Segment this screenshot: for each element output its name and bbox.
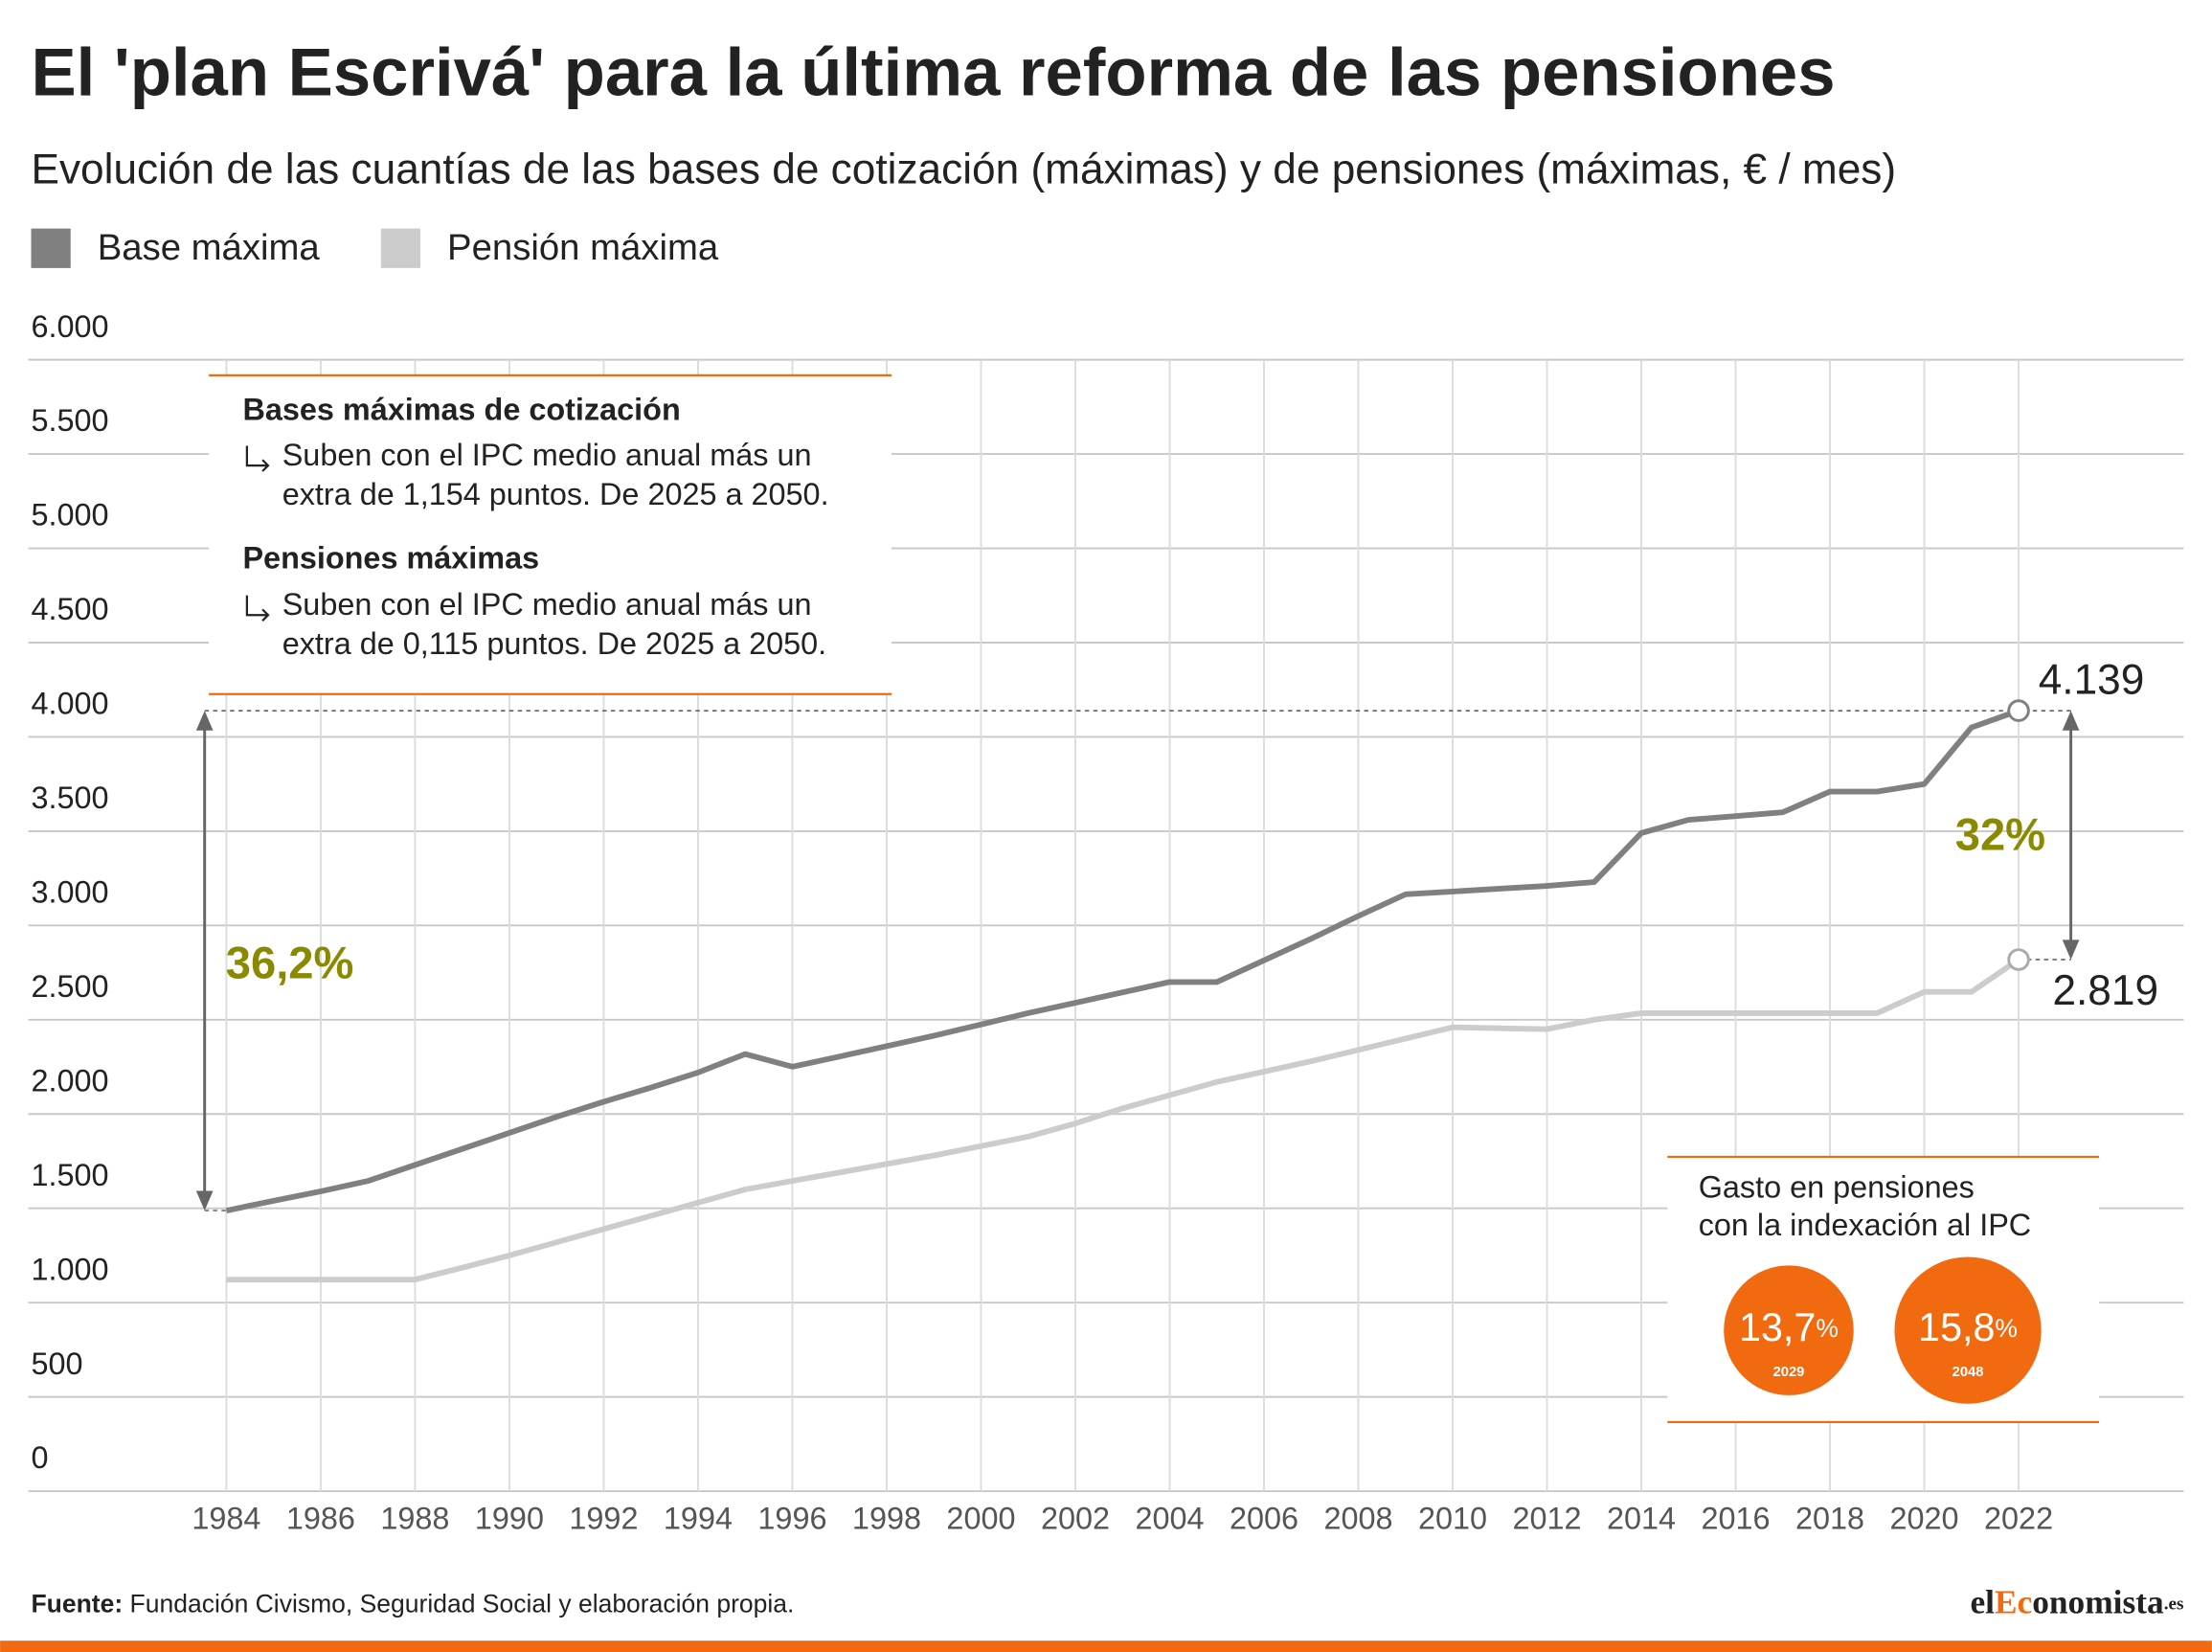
x-tick-label: 2012	[1512, 1502, 1581, 1536]
legend-swatch	[31, 228, 71, 268]
arrow-head	[195, 711, 214, 731]
info-text: extra de 1,154 puntos. De 2025 a 2050.	[282, 477, 829, 511]
end-label: 2.819	[2052, 967, 2158, 1014]
y-tick-label: 2.500	[31, 969, 108, 1004]
legend-swatch	[380, 228, 421, 268]
series-line	[226, 957, 2020, 1283]
annotation: 36,2%	[226, 937, 354, 987]
x-tick-label: 2006	[1230, 1502, 1298, 1536]
spending-circle	[1724, 1265, 1854, 1395]
annotation: 32%	[1955, 808, 2045, 859]
y-tick-label: 5.500	[31, 403, 108, 438]
x-tick-label: 1994	[664, 1502, 733, 1536]
y-tick-label: 2.000	[31, 1063, 108, 1098]
footer-bar	[0, 1641, 2212, 1652]
x-tick-label: 2000	[946, 1502, 1015, 1536]
logo-part: onomista	[2032, 1582, 2164, 1620]
x-tick-label: 2002	[1041, 1502, 1110, 1536]
legend-label: Base máxima	[98, 227, 321, 268]
spending-year: 2048	[1952, 1365, 1984, 1380]
x-tick-label: 1998	[852, 1502, 921, 1536]
x-tick-label: 1990	[475, 1502, 544, 1536]
y-tick-label: 5.000	[31, 498, 108, 532]
chart-subtitle: Evolución de las cuantías de las bases d…	[31, 146, 1896, 192]
x-tick-label: 1992	[569, 1502, 638, 1536]
arrow-head	[2062, 711, 2080, 731]
spending-unit: %	[1995, 1314, 2018, 1343]
chart-title: El 'plan Escrivá' para la última reforma…	[31, 34, 1835, 110]
x-tick-label: 2014	[1607, 1502, 1676, 1536]
legend-label: Pensión máxima	[447, 227, 719, 268]
x-tick-label: 1986	[286, 1502, 355, 1536]
spending-title: Gasto en pensiones	[1699, 1169, 1975, 1204]
info-text: Suben con el IPC medio anual más un	[282, 438, 812, 472]
x-tick-label: 2004	[1135, 1502, 1204, 1536]
arrow-head	[2062, 939, 2080, 960]
arrow-head	[195, 1190, 214, 1211]
y-tick-label: 1.000	[31, 1252, 108, 1286]
spending-value: 13,7%	[1739, 1305, 1839, 1349]
y-tick-label: 4.000	[31, 687, 108, 721]
info-heading: Pensiones máximas	[242, 540, 539, 575]
spending-unit: %	[1816, 1314, 1839, 1343]
end-marker	[2007, 699, 2030, 722]
series-line	[225, 708, 2020, 1213]
x-tick-label: 2016	[1702, 1502, 1771, 1536]
x-tick-label: 1984	[192, 1502, 260, 1536]
end-label: 4.139	[2039, 656, 2145, 703]
y-tick-label: 4.500	[31, 592, 108, 626]
info-box: Bases máximas de cotización Suben con el…	[209, 373, 892, 695]
y-tick-label: 3.000	[31, 875, 108, 910]
logo: elEconomista.es	[1970, 1582, 2183, 1620]
x-tick-label: 1988	[380, 1502, 449, 1536]
x-tick-label: 2020	[1890, 1502, 1959, 1536]
y-tick-label: 6.000	[31, 309, 108, 344]
info-text: Suben con el IPC medio anual más un	[282, 587, 812, 622]
arrow-icon	[245, 445, 270, 472]
spending-number: 13,7	[1739, 1305, 1816, 1349]
x-tick-label: 2008	[1323, 1502, 1392, 1536]
x-tick-label: 2018	[1795, 1502, 1864, 1536]
spending-box: Gasto en pensiones con la indexación al …	[1667, 1155, 2100, 1423]
spending-value: 15,8%	[1918, 1305, 2018, 1349]
spending-year: 2029	[1773, 1365, 1805, 1380]
spending-circle	[1894, 1256, 2042, 1404]
info-box-bg	[209, 374, 892, 694]
end-marker	[2007, 948, 2030, 971]
spending-number: 15,8	[1918, 1305, 1995, 1349]
source: Fuente: Fundación Civismo, Seguridad Soc…	[31, 1589, 794, 1618]
logo-part: el	[1970, 1582, 1995, 1620]
source-label: Fuente:	[31, 1589, 123, 1618]
y-tick-label: 1.500	[31, 1158, 108, 1192]
logo-part: Ec	[1995, 1582, 2032, 1620]
info-text: extra de 0,115 puntos. De 2025 a 2050.	[282, 626, 826, 661]
info-heading: Bases máximas de cotización	[242, 393, 680, 427]
y-tick-label: 0	[31, 1440, 48, 1475]
logo-part: .es	[2164, 1595, 2184, 1615]
source-text: Fundación Civismo, Seguridad Social y el…	[130, 1589, 795, 1618]
y-tick-label: 500	[31, 1346, 82, 1381]
spending-title: con la indexación al IPC	[1699, 1208, 2032, 1242]
x-tick-label: 1996	[757, 1502, 826, 1536]
x-tick-label: 2022	[1984, 1502, 2053, 1536]
x-tick-label: 2010	[1418, 1502, 1487, 1536]
y-tick-label: 3.500	[31, 781, 108, 815]
arrow-icon	[245, 595, 270, 622]
plot: Base máxima Pensión máxima 0 500 1.000 1.500 2…	[28, 227, 2184, 1536]
